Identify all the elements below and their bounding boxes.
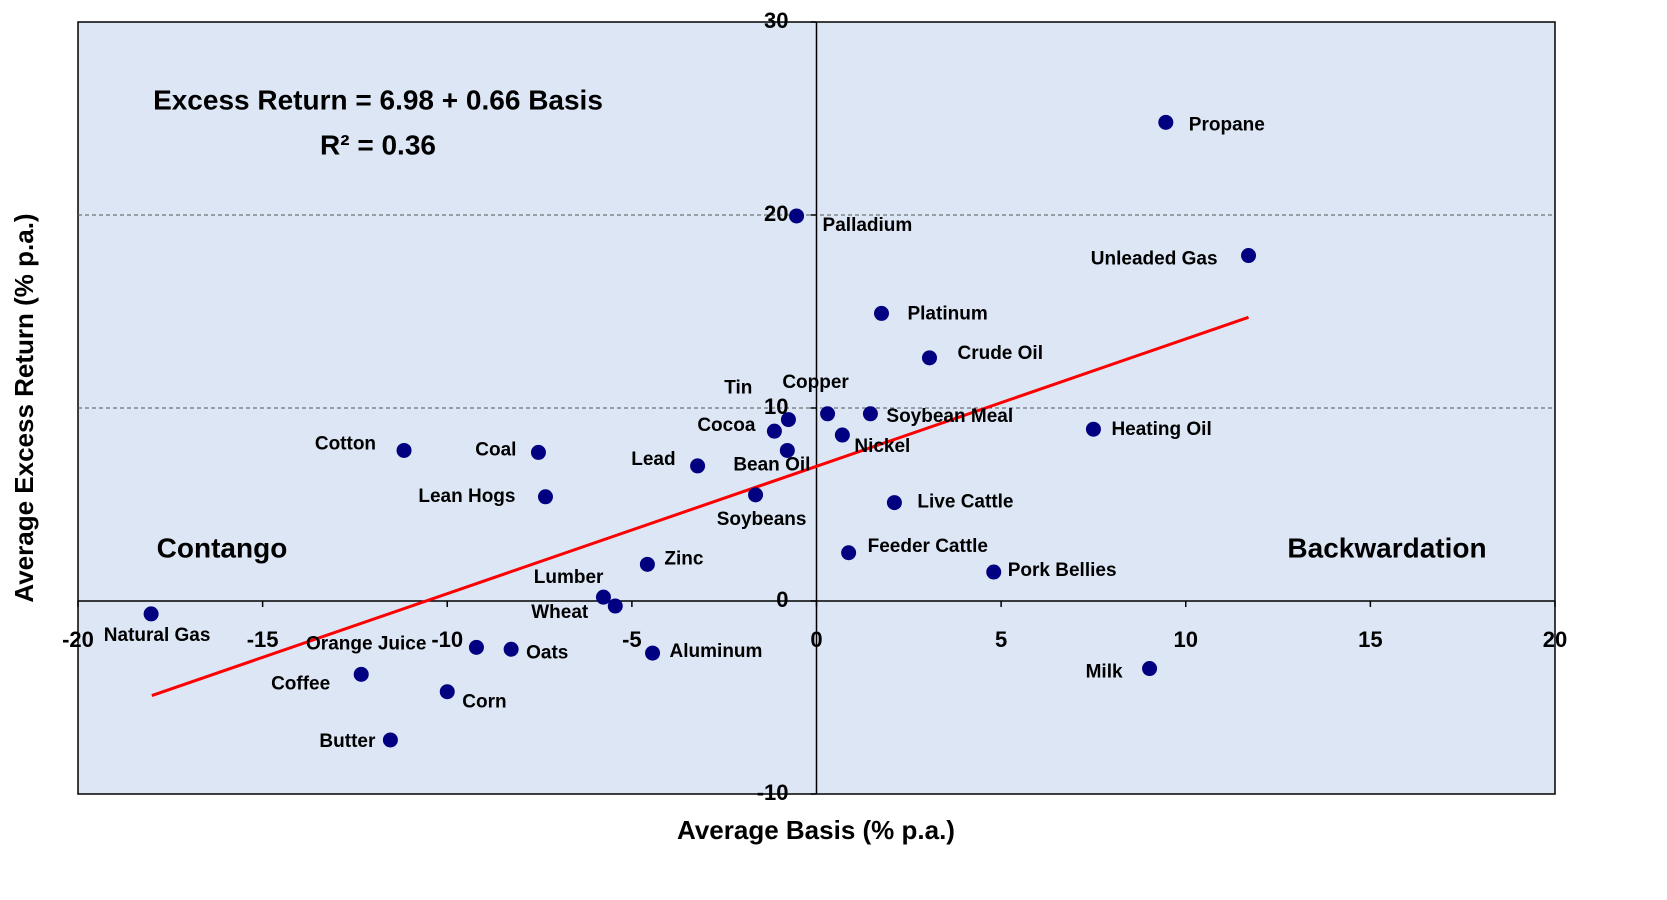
point [690,458,706,474]
point-label: Zinc [664,548,703,569]
point [537,489,553,505]
point [143,606,159,622]
equation: Excess Return = 6.98 + 0.66 Basis [153,84,603,115]
point-label: Soybeans [717,509,807,530]
point [439,684,455,700]
point [862,406,878,422]
point-label: Coffee [271,673,330,694]
x-tick-label: -20 [62,627,94,652]
point [841,545,857,561]
point [1158,114,1174,130]
point-label: Copper [782,372,849,393]
point [766,423,782,439]
point-label: Cocoa [697,415,756,436]
point [353,666,369,682]
point-label: Lean Hogs [418,486,515,507]
point-label: Tin [724,378,752,399]
point [396,442,412,458]
point-label: Bean Oil [733,454,810,475]
point-label: Orange Juice [306,633,426,654]
point [1142,661,1158,677]
y-tick-label: 20 [764,201,788,226]
y-axis-title: Average Excess Return (% p.a.) [9,213,39,602]
x-axis-title: Average Basis (% p.a.) [677,815,955,845]
point-label: Milk [1086,662,1123,683]
x-tick-label: 20 [1543,627,1567,652]
point-label: Palladium [823,215,913,236]
x-tick-label: 5 [995,627,1007,652]
fit-line [151,315,1250,697]
region-label: Backwardation [1287,532,1486,563]
point-label: Coal [475,439,516,460]
x-tick-label: 10 [1174,627,1198,652]
point [789,208,805,224]
point [530,444,546,460]
point-label: Lead [631,449,675,470]
point [780,412,796,428]
region-label: Contango [157,532,288,563]
x-tick-label: -10 [431,627,463,652]
point [468,639,484,655]
point-label: Oats [526,642,568,663]
point [820,406,836,422]
point-label: Crude Oil [957,343,1043,364]
point [645,645,661,661]
point-label: Natural Gas [104,625,211,646]
point [639,556,655,572]
point-label: Feeder Cattle [868,536,988,557]
x-tick-label: -15 [247,627,279,652]
point-label: Aluminum [670,641,763,662]
point [1241,248,1257,264]
point [382,732,398,748]
point-label: Heating Oil [1111,419,1211,440]
r-squared: R² = 0.36 [320,129,436,160]
point-label: Cotton [315,433,376,454]
point-label: Soybean Meal [886,406,1013,427]
point [834,427,850,443]
point-label: Unleaded Gas [1091,249,1218,270]
point [886,495,902,511]
point-label: Propane [1189,114,1265,135]
point-label: Lumber [534,567,604,588]
point-label: Butter [319,731,376,752]
x-tick-label: 15 [1358,627,1382,652]
point [1085,421,1101,437]
point [595,589,611,605]
point-label: Corn [462,692,506,713]
point [921,350,937,366]
point [779,442,795,458]
point-label: Nickel [854,436,910,457]
point-label: Pork Bellies [1008,560,1117,581]
point [748,487,764,503]
point [503,641,519,657]
y-tick-label: -10 [757,780,789,805]
point [986,564,1002,580]
x-tick-label: -5 [622,627,642,652]
point-label: Live Cattle [917,492,1013,513]
point [873,305,889,321]
point-label: Wheat [531,602,589,623]
y-tick-label: 0 [776,587,788,612]
point-label: Platinum [907,303,987,324]
y-tick-label: 30 [764,8,788,33]
point [607,598,623,614]
